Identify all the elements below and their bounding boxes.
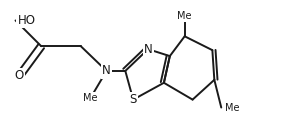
Text: N: N [102, 64, 111, 77]
Text: Me: Me [83, 93, 98, 103]
Text: Me: Me [177, 10, 192, 20]
Text: O: O [15, 69, 24, 82]
Text: S: S [130, 93, 137, 106]
Text: HO: HO [18, 14, 35, 27]
Text: Me: Me [225, 103, 240, 113]
Text: N: N [144, 43, 152, 56]
